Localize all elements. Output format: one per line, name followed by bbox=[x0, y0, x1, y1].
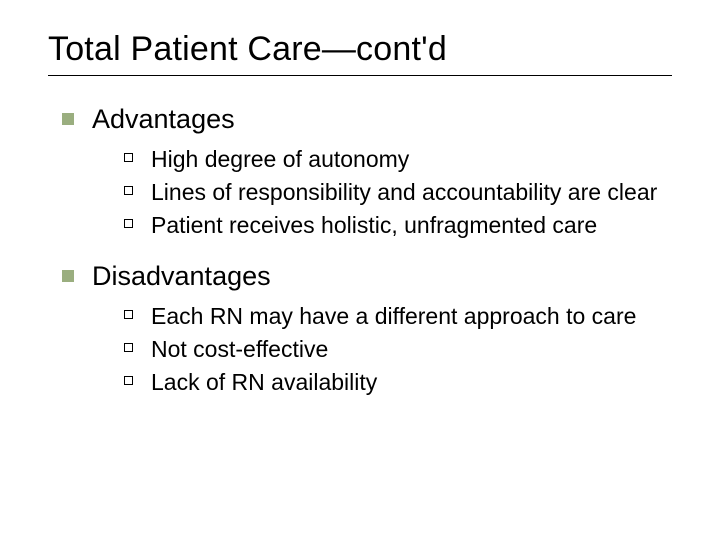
list-item-text: Lines of responsibility and accountabili… bbox=[151, 178, 657, 207]
list-item: Patient receives holistic, unfragmented … bbox=[124, 211, 672, 240]
list-item: Lack of RN availability bbox=[124, 368, 672, 397]
slide-title: Total Patient Care—cont'd bbox=[48, 30, 672, 69]
list-item-text: Patient receives holistic, unfragmented … bbox=[151, 211, 597, 240]
section-heading-disadvantages: Disadvantages bbox=[62, 261, 672, 292]
list-item: Each RN may have a different approach to… bbox=[124, 302, 672, 331]
list-item-text: Not cost-effective bbox=[151, 335, 328, 364]
list-item-text: Lack of RN availability bbox=[151, 368, 377, 397]
square-bullet-icon bbox=[62, 113, 74, 125]
hollow-square-bullet-icon bbox=[124, 343, 133, 352]
slide: Total Patient Care—cont'd Advantages Hig… bbox=[0, 0, 720, 540]
list-item: Lines of responsibility and accountabili… bbox=[124, 178, 672, 207]
section-heading-text: Disadvantages bbox=[92, 261, 271, 292]
square-bullet-icon bbox=[62, 270, 74, 282]
title-underline bbox=[48, 75, 672, 76]
hollow-square-bullet-icon bbox=[124, 219, 133, 228]
hollow-square-bullet-icon bbox=[124, 376, 133, 385]
list-item: High degree of autonomy bbox=[124, 145, 672, 174]
hollow-square-bullet-icon bbox=[124, 153, 133, 162]
section-heading-text: Advantages bbox=[92, 104, 235, 135]
list-item: Not cost-effective bbox=[124, 335, 672, 364]
hollow-square-bullet-icon bbox=[124, 310, 133, 319]
list-item-text: High degree of autonomy bbox=[151, 145, 409, 174]
section-heading-advantages: Advantages bbox=[62, 104, 672, 135]
section-gap bbox=[48, 243, 672, 253]
hollow-square-bullet-icon bbox=[124, 186, 133, 195]
list-item-text: Each RN may have a different approach to… bbox=[151, 302, 636, 331]
